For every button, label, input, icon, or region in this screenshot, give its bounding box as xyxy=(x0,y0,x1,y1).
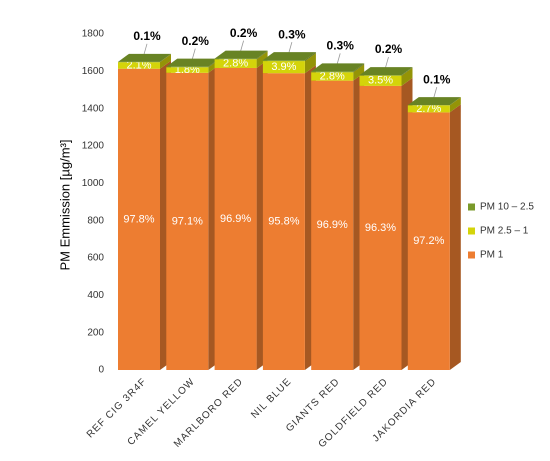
legend-swatch xyxy=(468,228,475,235)
data-label: 3.5% xyxy=(368,75,393,87)
data-label: 0.2% xyxy=(230,26,258,40)
y-tick-label: 1600 xyxy=(82,66,105,77)
bar-segment xyxy=(263,60,305,61)
y-tick-label: 200 xyxy=(87,327,104,338)
data-label: 0.3% xyxy=(327,39,355,53)
data-label: 3.9% xyxy=(271,61,296,73)
bar-segment xyxy=(311,71,353,72)
data-label: 0.2% xyxy=(375,42,403,56)
data-label: 96.3% xyxy=(365,222,396,234)
data-label: 95.8% xyxy=(268,216,299,228)
y-tick-label: 1200 xyxy=(82,141,105,152)
bar-segment xyxy=(360,75,402,76)
data-label: 97.2% xyxy=(413,235,444,247)
y-axis-label: PM Emmission [µg/m³] xyxy=(57,139,72,270)
data-label: 0.2% xyxy=(182,34,210,48)
y-tick-label: 400 xyxy=(87,290,104,301)
bar-segment xyxy=(166,67,208,68)
legend-swatch xyxy=(468,204,475,211)
data-label: 0.3% xyxy=(278,27,306,41)
data-label: 0.1% xyxy=(423,72,451,86)
legend-label: PM 10 – 2.5 xyxy=(480,202,534,213)
data-label: 96.9% xyxy=(220,213,251,225)
legend-label: PM 2.5 – 1 xyxy=(480,226,529,237)
bar-side xyxy=(450,104,461,370)
data-label: 2.8% xyxy=(223,57,248,69)
y-tick-label: 1400 xyxy=(82,103,105,114)
y-tick-label: 600 xyxy=(87,253,104,264)
data-label: 0.1% xyxy=(133,29,161,43)
data-label: 96.9% xyxy=(317,219,348,231)
y-tick-label: 800 xyxy=(87,215,104,226)
y-tick-label: 0 xyxy=(98,365,104,376)
y-tick-label: 1000 xyxy=(82,178,105,189)
bar-segment xyxy=(215,59,257,60)
legend-label: PM 1 xyxy=(480,250,504,261)
y-tick-label: 1800 xyxy=(82,29,105,40)
legend-swatch xyxy=(468,252,475,259)
data-label: 97.8% xyxy=(123,213,154,225)
data-label: 97.1% xyxy=(172,215,203,227)
